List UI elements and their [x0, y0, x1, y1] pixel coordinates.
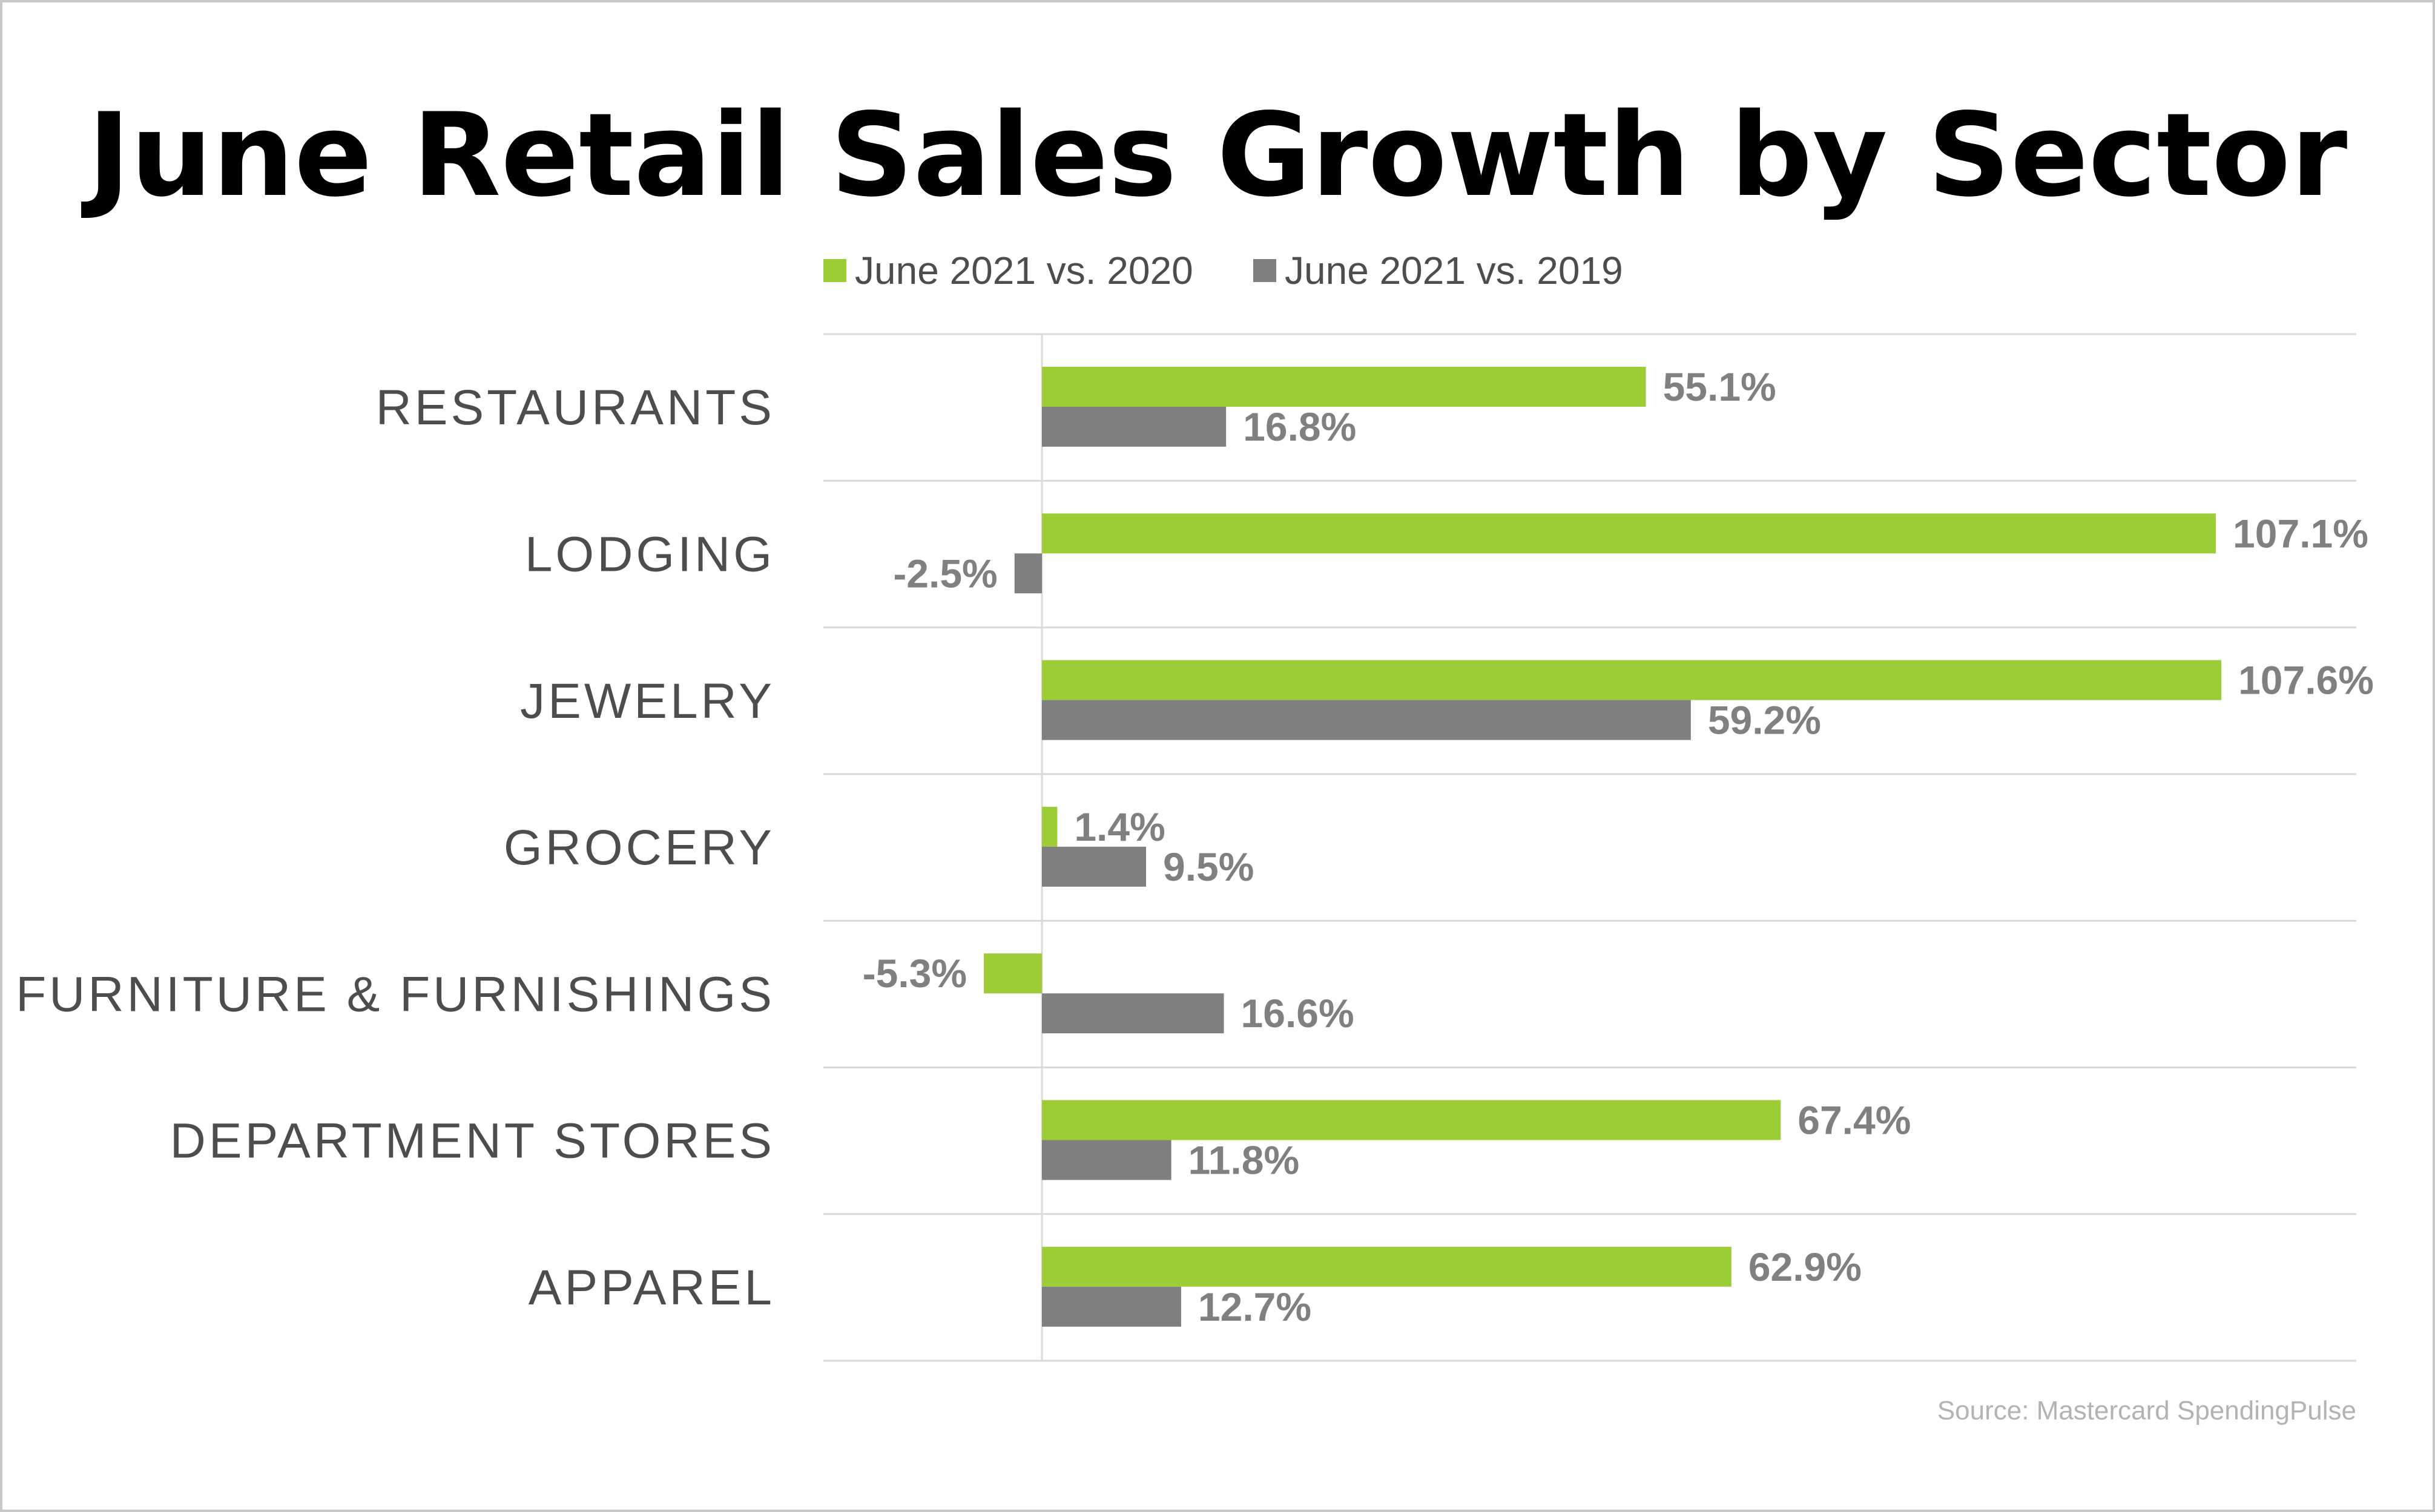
bar-2-1: [1042, 700, 1691, 740]
data-label: 107.1%: [2233, 511, 2368, 556]
data-label: 107.6%: [2238, 658, 2374, 703]
bar-1-0: [1042, 513, 2216, 554]
data-label: 12.7%: [1198, 1284, 1311, 1329]
data-label: 11.8%: [1188, 1138, 1300, 1183]
bar-6-0: [1042, 1246, 1732, 1287]
bar-2-0: [1042, 660, 2222, 700]
bar-0-1: [1042, 407, 1227, 447]
legend-label-1: June 2021 vs. 2019: [1285, 249, 1623, 292]
category-label: RESTAURANTS: [376, 380, 775, 435]
bar-6-1: [1042, 1286, 1181, 1327]
data-label: 1.4%: [1074, 804, 1165, 849]
bar-4-1: [1042, 993, 1224, 1034]
chart-title: June Retail Sales Growth by Sector: [81, 88, 2348, 222]
bar-4-0: [984, 953, 1042, 994]
data-label: 55.1%: [1663, 364, 1776, 409]
bar-3-0: [1042, 806, 1058, 847]
bar-1-1: [1014, 553, 1042, 594]
category-label: LODGING: [525, 527, 775, 582]
bar-5-0: [1042, 1100, 1781, 1140]
bar-3-1: [1042, 846, 1146, 887]
bar-0-0: [1042, 367, 1646, 407]
data-label: 16.6%: [1241, 991, 1354, 1036]
bar-5-1: [1042, 1140, 1171, 1180]
data-label: -5.3%: [863, 951, 967, 996]
category-label: GROCERY: [504, 820, 775, 875]
category-label: APPAREL: [529, 1260, 775, 1315]
plot-area: RESTAURANTS 55.1% 16.8% LODGING 107.1% -2.5% J…: [16, 364, 2374, 1329]
data-label: 9.5%: [1163, 844, 1254, 889]
category-label: FURNITURE & FURNISHINGS: [16, 967, 775, 1022]
legend-swatch-0: [823, 259, 846, 282]
legend: June 2021 vs. 2020 June 2021 vs. 2019: [823, 249, 1623, 292]
data-label: 62.9%: [1748, 1244, 1862, 1289]
legend-swatch-1: [1253, 259, 1276, 282]
data-label: -2.5%: [893, 551, 997, 596]
category-label: DEPARTMENT STORES: [170, 1114, 775, 1169]
legend-label-0: June 2021 vs. 2020: [855, 249, 1193, 292]
data-label: 16.8%: [1243, 404, 1356, 449]
source-note: Source: Mastercard SpendingPulse: [1937, 1396, 2356, 1425]
data-label: 67.4%: [1797, 1098, 1911, 1143]
category-label: JEWELRY: [520, 674, 775, 729]
data-label: 59.2%: [1708, 698, 1821, 743]
